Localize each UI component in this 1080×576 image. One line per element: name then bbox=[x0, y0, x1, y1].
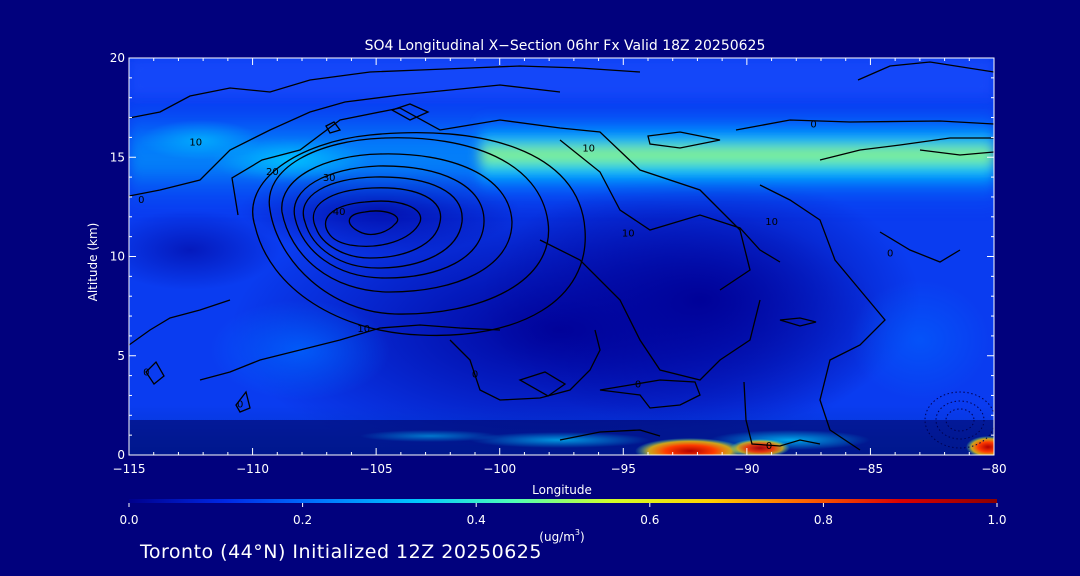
contour-15 bbox=[268, 137, 550, 315]
field-dark-region-3 bbox=[129, 210, 280, 290]
contour-small-3 bbox=[779, 317, 817, 327]
y-axis-label: Altitude (km) bbox=[86, 223, 100, 302]
contour-label: 0 bbox=[635, 380, 641, 391]
contour-small-2 bbox=[325, 121, 342, 134]
concentration-field bbox=[129, 58, 994, 455]
contour-label: 10 bbox=[765, 217, 778, 228]
y-tick-label: 20 bbox=[110, 51, 125, 65]
contour-label: 0 bbox=[237, 399, 243, 410]
surface-cyan-2 bbox=[360, 430, 500, 442]
contour-0-mid bbox=[539, 239, 761, 381]
field-dark-region-2 bbox=[480, 170, 920, 430]
contour-label: 10 bbox=[622, 229, 635, 240]
footer-initialized-text: Toronto (44°N) Initialized 12Z 20250625 bbox=[140, 541, 542, 563]
colorbar-ticks: 0.0 0.2 0.4 0.6 0.8 1.0 bbox=[119, 503, 1007, 527]
colorbar-unit-superscript: 3 bbox=[575, 528, 580, 537]
top-region bbox=[129, 58, 994, 98]
contour-0-lower bbox=[743, 381, 821, 447]
colorbar-tick-label: 0.4 bbox=[467, 513, 486, 527]
x-tick-label: −85 bbox=[858, 462, 883, 476]
x-tick-label: −95 bbox=[611, 462, 636, 476]
contour-label: 0 bbox=[810, 120, 816, 131]
colorbar-unit-open: (ug/m bbox=[539, 530, 575, 544]
dotted-ring-3 bbox=[945, 408, 975, 432]
contour-0-loop-1 bbox=[599, 379, 701, 409]
contour-label: 30 bbox=[323, 173, 336, 184]
contour-10-low bbox=[199, 324, 501, 381]
dotted-ring-2 bbox=[935, 400, 985, 440]
contour-lines bbox=[129, 61, 994, 451]
contour-40 bbox=[324, 200, 422, 247]
contour-label: 0 bbox=[887, 249, 893, 260]
x-tick-label: −115 bbox=[113, 462, 146, 476]
surface-hotspot-1 bbox=[635, 438, 745, 455]
contour-label: 0 bbox=[143, 368, 149, 379]
y-tick-label: 15 bbox=[110, 150, 125, 164]
contour-10-right-small bbox=[647, 131, 721, 149]
contour-40-inner bbox=[348, 210, 399, 236]
contour-label: 10 bbox=[357, 324, 370, 335]
contour-label: 0 bbox=[472, 370, 478, 381]
contour-0-right-2 bbox=[819, 137, 994, 161]
surface-hotspot-3 bbox=[966, 436, 994, 455]
colorbar-tick-label: 0.0 bbox=[119, 513, 138, 527]
surface-hotspot-2 bbox=[730, 439, 790, 455]
contour-small-1 bbox=[390, 103, 430, 121]
contour-left-loop-2 bbox=[235, 390, 251, 413]
x-tick-label: −90 bbox=[734, 462, 759, 476]
x-tick-label: −80 bbox=[981, 462, 1006, 476]
contour-label: 0 bbox=[766, 441, 772, 452]
contour-10-main bbox=[252, 132, 586, 337]
contour-10-mid bbox=[559, 139, 781, 263]
x-axis: −115 −110 −105 −100 −95 −90 −85 −80 bbox=[113, 58, 1007, 476]
contour-label: 10 bbox=[582, 143, 595, 154]
contour-35 bbox=[312, 187, 442, 259]
contour-10-outer bbox=[231, 107, 751, 291]
contour-left-loop bbox=[145, 360, 165, 385]
contour-20 bbox=[281, 153, 513, 293]
contour-label: 10 bbox=[189, 137, 202, 148]
y-axis: 0 5 10 15 20 bbox=[110, 51, 994, 462]
colorbar-tick-label: 0.8 bbox=[814, 513, 833, 527]
y-tick-label: 0 bbox=[117, 448, 125, 462]
contour-0-upper bbox=[129, 84, 561, 197]
dotted-ring-1 bbox=[924, 391, 994, 449]
contour-label: 0 bbox=[138, 195, 144, 206]
contour-0-loop-2 bbox=[518, 371, 567, 397]
contour-25 bbox=[293, 165, 485, 279]
lower-right-region bbox=[850, 280, 990, 400]
contour-label: 20 bbox=[266, 167, 279, 178]
contour-left-low bbox=[129, 299, 231, 346]
x-tick-label: −105 bbox=[360, 462, 393, 476]
x-tick-label: −110 bbox=[236, 462, 269, 476]
contour-surface bbox=[559, 429, 661, 441]
chart-title: SO4 Longitudinal X−Section 06hr Fx Valid… bbox=[365, 38, 766, 54]
contour-labels: 10 0 20 30 40 10 0 10 10 0 10 0 0 0 0 0 bbox=[138, 120, 893, 453]
contour-top bbox=[129, 65, 641, 119]
contour-30 bbox=[302, 176, 463, 269]
contour-0-lower-mid bbox=[449, 329, 601, 401]
colorbar-tick-label: 0.6 bbox=[640, 513, 659, 527]
contour-top-right bbox=[857, 61, 994, 81]
colorbar-tick-label: 1.0 bbox=[987, 513, 1006, 527]
colorbar-tick-label: 0.2 bbox=[293, 513, 312, 527]
contour-0-right bbox=[735, 119, 994, 131]
dotted-rings bbox=[924, 391, 994, 449]
contour-0-right-vertical bbox=[759, 184, 886, 451]
y-tick-label: 10 bbox=[110, 250, 125, 264]
x-axis-label: Longitude bbox=[532, 483, 592, 497]
contour-0-right-4 bbox=[879, 231, 961, 263]
contour-0-right-3 bbox=[919, 149, 994, 156]
contour-label: 40 bbox=[333, 207, 346, 218]
y-tick-label: 5 bbox=[117, 349, 125, 363]
x-tick-label: −100 bbox=[483, 462, 516, 476]
colorbar-unit-label: (ug/m3) bbox=[539, 528, 584, 544]
colorbar-unit-close: ) bbox=[580, 530, 585, 544]
colorbar bbox=[129, 499, 997, 503]
